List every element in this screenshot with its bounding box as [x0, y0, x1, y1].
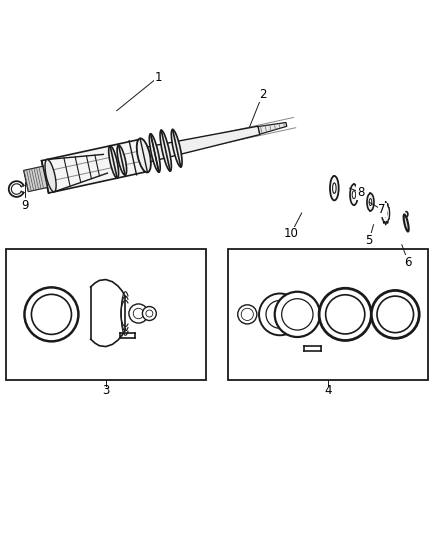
Circle shape: [129, 304, 148, 323]
Circle shape: [371, 290, 419, 338]
Ellipse shape: [330, 176, 339, 200]
Polygon shape: [258, 123, 287, 134]
Circle shape: [282, 298, 313, 330]
Ellipse shape: [149, 134, 160, 172]
Ellipse shape: [137, 139, 151, 173]
Ellipse shape: [403, 214, 409, 231]
Circle shape: [133, 308, 144, 319]
Circle shape: [266, 301, 294, 328]
Text: 4: 4: [324, 384, 332, 397]
Ellipse shape: [367, 193, 374, 211]
Circle shape: [325, 295, 365, 334]
Polygon shape: [139, 126, 260, 164]
Circle shape: [238, 305, 257, 324]
Circle shape: [146, 310, 153, 317]
Circle shape: [275, 292, 320, 337]
Ellipse shape: [117, 146, 127, 175]
Circle shape: [25, 287, 78, 341]
Text: 6: 6: [405, 256, 412, 269]
Ellipse shape: [45, 159, 56, 192]
Ellipse shape: [160, 130, 171, 171]
Bar: [228, 249, 428, 379]
Text: 3: 3: [102, 384, 110, 397]
Circle shape: [32, 294, 71, 334]
Circle shape: [319, 288, 371, 341]
Text: 9: 9: [21, 199, 29, 212]
Ellipse shape: [171, 130, 182, 167]
Text: 2: 2: [259, 88, 266, 101]
Circle shape: [377, 296, 413, 333]
Circle shape: [142, 306, 156, 320]
Polygon shape: [24, 166, 47, 192]
Ellipse shape: [109, 146, 119, 178]
Ellipse shape: [332, 183, 336, 193]
Ellipse shape: [350, 184, 358, 205]
Circle shape: [241, 308, 253, 320]
Polygon shape: [42, 140, 145, 193]
Ellipse shape: [369, 199, 372, 206]
Text: 5: 5: [365, 234, 373, 247]
Text: 1: 1: [154, 71, 162, 84]
Ellipse shape: [385, 210, 387, 217]
Ellipse shape: [352, 191, 356, 199]
Text: 8: 8: [357, 186, 364, 199]
Text: 7: 7: [378, 204, 386, 216]
Bar: [6, 249, 206, 379]
Circle shape: [259, 294, 301, 335]
Text: 10: 10: [283, 228, 298, 240]
